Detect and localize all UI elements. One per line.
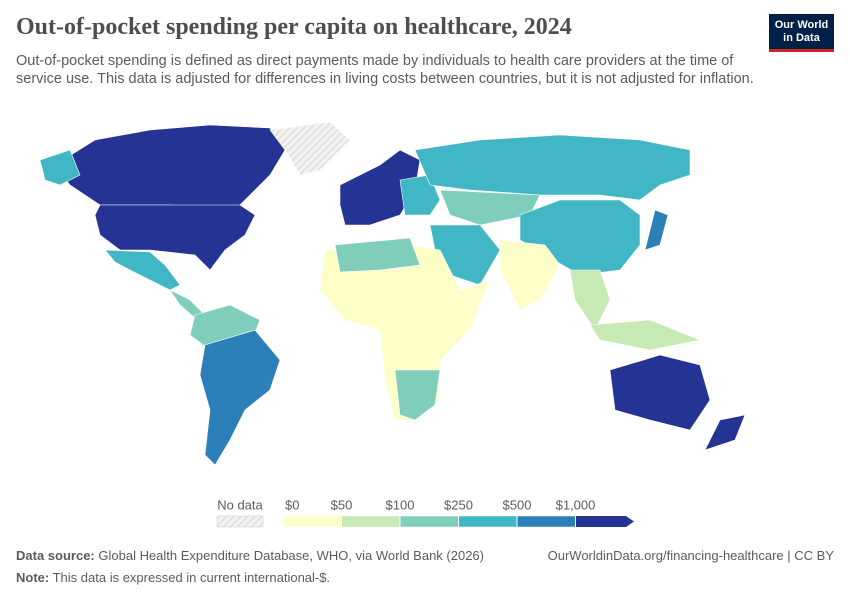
logo-text: in Data (783, 32, 820, 44)
map: No data $0 $50 $100 $250 $500 $1,000 (39, 121, 746, 528)
legend-tick-label: $0 (285, 497, 299, 512)
note-label: Note: (16, 570, 50, 585)
subtitle: Out-of-pocket spending is defined as dir… (16, 53, 754, 87)
region[interactable] (334, 237, 421, 273)
region[interactable] (439, 189, 541, 226)
title: Out-of-pocket spending per capita on hea… (16, 14, 572, 40)
url[interactable]: OurWorldinData.org/financing-healthcare … (547, 548, 834, 563)
region[interactable] (704, 414, 746, 451)
legend: $0 $50 $100 $250 $500 $1,000 (282, 497, 634, 528)
source-text: Global Health Expenditure Database, WHO,… (98, 548, 484, 563)
legend-tick-label: $500 (503, 497, 532, 512)
region[interactable] (394, 369, 441, 421)
region[interactable] (269, 121, 351, 176)
legend-bin (399, 515, 459, 528)
note-text: This data is expressed in current intern… (52, 570, 331, 585)
region[interactable] (609, 354, 711, 431)
source-label: Data source: (16, 548, 95, 563)
countries (39, 121, 746, 466)
no-data-label: No data (217, 497, 263, 512)
region[interactable] (319, 239, 491, 421)
legend-bin (458, 515, 518, 528)
region[interactable] (414, 134, 691, 201)
region[interactable] (589, 319, 702, 351)
legend-bin (341, 515, 401, 528)
legend-tick-label: $250 (444, 497, 473, 512)
legend-bin (575, 516, 634, 527)
legend-tick-label: $100 (386, 497, 415, 512)
region[interactable] (199, 329, 281, 466)
legend-tick-label: $1,000 (556, 497, 596, 512)
logo[interactable]: Our World in Data (769, 14, 834, 52)
region[interactable] (94, 204, 256, 271)
no-data-swatch (216, 515, 264, 528)
source: Data source: Global Health Expenditure D… (16, 548, 484, 563)
region[interactable] (54, 124, 286, 211)
region[interactable] (569, 269, 611, 331)
region[interactable] (104, 249, 181, 291)
region[interactable] (499, 239, 561, 311)
region[interactable] (39, 149, 81, 186)
legend-bin (516, 515, 576, 528)
legend-bin (282, 515, 342, 528)
note: Note: This data is expressed in current … (16, 570, 330, 585)
region[interactable] (644, 209, 669, 251)
legend-tick-label: $50 (331, 497, 353, 512)
logo-text: Our World (774, 19, 829, 31)
